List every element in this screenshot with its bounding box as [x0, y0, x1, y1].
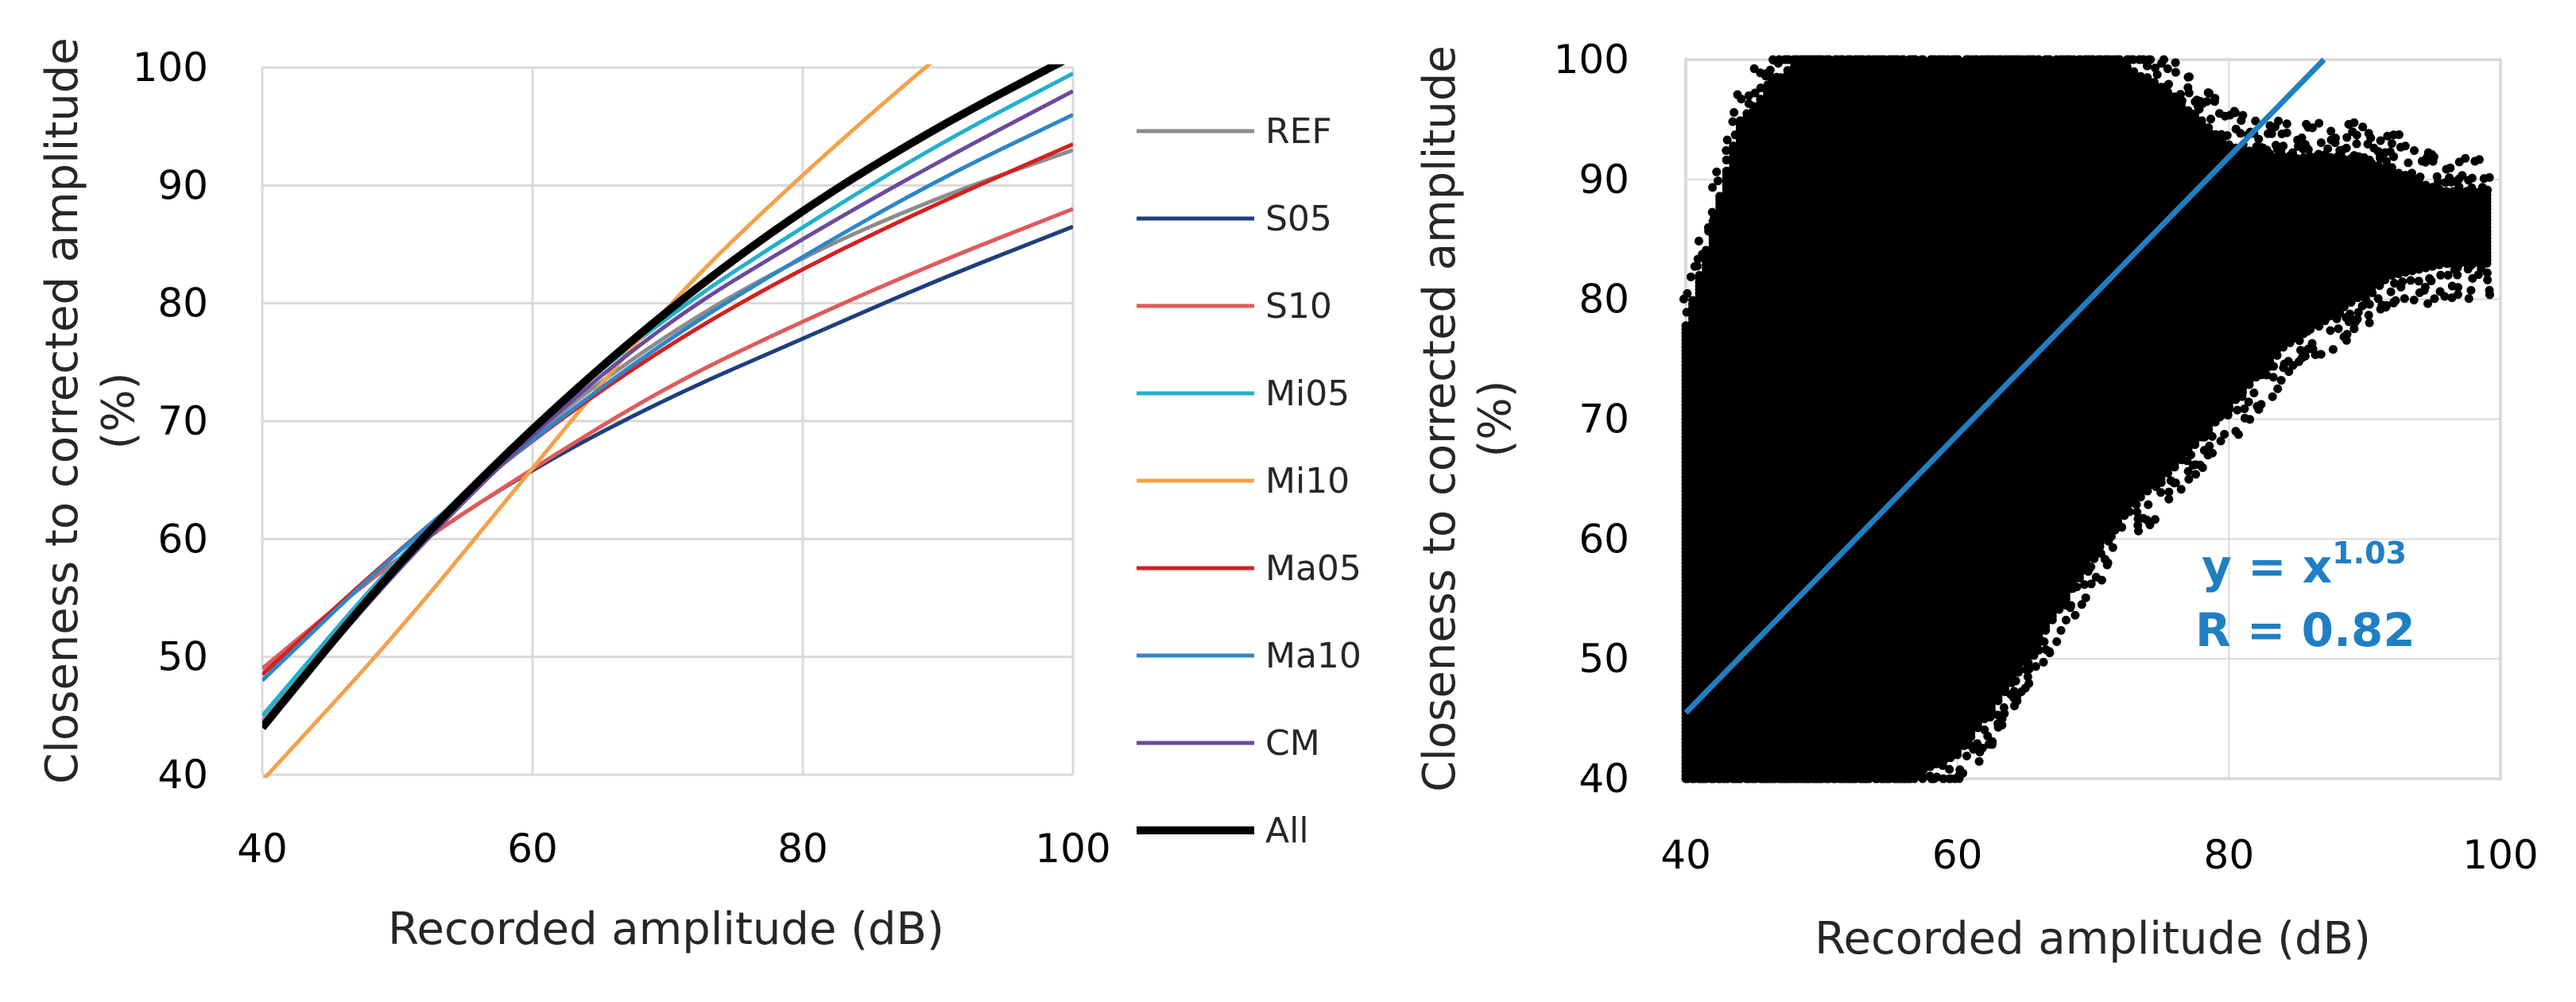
x-tick-label: 80	[777, 826, 828, 872]
data-point	[1707, 207, 1717, 217]
data-point	[1713, 176, 1722, 186]
y-axis-label-line1: Closeness to corrected amplitude	[37, 37, 88, 784]
series-line-Mi10	[262, 64, 933, 778]
data-point	[1681, 321, 1691, 331]
legend-label-Ma05: Ma05	[1265, 548, 1362, 589]
scatter-points	[1679, 55, 2494, 783]
data-point	[1733, 90, 1742, 99]
data-point	[1712, 167, 1722, 176]
data-point	[1767, 73, 1776, 83]
data-point	[1720, 774, 1730, 783]
y-tick-labels: 40 50 60 70 80 90 100	[133, 44, 208, 798]
y-tick-label: 70	[157, 398, 208, 444]
data-point	[1733, 774, 1742, 783]
data-point	[1686, 273, 1695, 282]
y-tick-label: 100	[133, 44, 208, 91]
legend-label-S10: S10	[1265, 286, 1332, 327]
x-tick-label: 60	[507, 826, 558, 872]
data-point	[1694, 236, 1703, 246]
x-tick-label: 40	[237, 826, 288, 872]
legend-label-Mi05: Mi05	[1265, 373, 1350, 414]
y-tick-label: 90	[157, 162, 208, 208]
x-axis-label: Recorded amplitude (dB)	[388, 903, 944, 955]
legend-label-All: All	[1265, 810, 1309, 851]
series-line-All	[262, 64, 1066, 730]
data-point	[1692, 261, 1702, 271]
y-axis-label-line2: (%)	[93, 373, 145, 450]
data-point	[1687, 774, 1697, 783]
data-point	[1695, 271, 1704, 280]
legend-label-Mi10: Mi10	[1265, 461, 1350, 501]
data-point	[1728, 117, 1737, 126]
data-point	[1683, 288, 1692, 298]
series-line-REF	[262, 148, 1073, 723]
legend: REF S05 S10 Mi05 Mi10 Ma05 Ma10 CM All	[1137, 111, 1362, 851]
series-line-Ma05	[262, 142, 1073, 676]
data-point	[1688, 296, 1698, 305]
data-point	[1748, 774, 1757, 783]
series-line-S05	[262, 224, 1073, 671]
legend-label-REF: REF	[1265, 111, 1332, 152]
curves	[262, 64, 1073, 778]
grid	[261, 66, 1075, 776]
legend-label-CM: CM	[1265, 723, 1320, 764]
y-tick-label: 40	[157, 752, 208, 798]
legend-label-S05: S05	[1265, 199, 1332, 239]
y-tick-label: 50	[157, 634, 208, 680]
x-tick-label: 100	[1035, 826, 1110, 872]
data-point	[1730, 107, 1739, 117]
series-line-S10	[262, 207, 1073, 671]
line-chart: 40 50 60 70 80 90 100 40 60 80 100 Recorded ampli…	[37, 37, 1362, 955]
series-line-Mi05	[262, 72, 1073, 718]
legend-label-Ma10: Ma10	[1265, 636, 1362, 676]
y-tick-label: 60	[157, 516, 208, 562]
x-tick-labels: 40 60 80 100	[237, 826, 1111, 872]
data-point	[1699, 774, 1709, 783]
data-point	[1702, 246, 1711, 255]
y-tick-label: 80	[157, 280, 208, 327]
data-point	[1765, 65, 1775, 75]
series-line-Ma10	[262, 113, 1073, 683]
